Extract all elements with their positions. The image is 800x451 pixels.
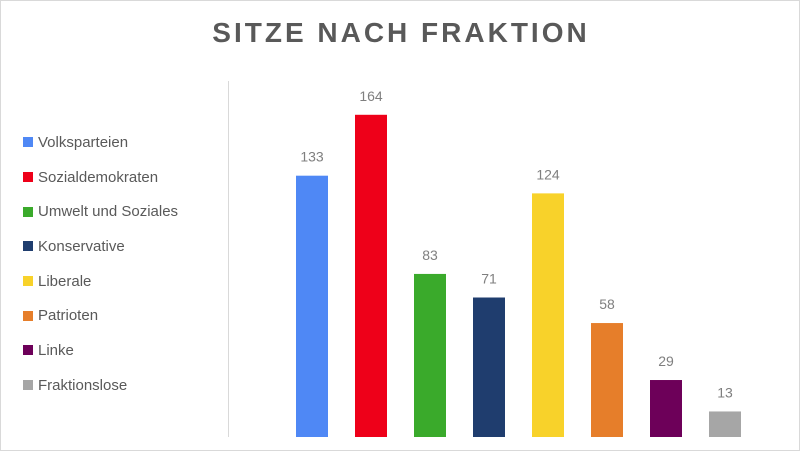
legend-label: Volksparteien — [38, 133, 129, 151]
legend-swatch — [23, 345, 33, 356]
legend-label: Patrioten — [38, 307, 99, 325]
bar-value-label: 133 — [300, 149, 324, 165]
legend-swatch — [23, 276, 33, 287]
bar-value-label: 124 — [536, 166, 560, 182]
legend-label: Konservative — [38, 237, 125, 255]
legend-swatch — [23, 241, 33, 252]
legend-swatch — [23, 206, 33, 217]
bar-value-label: 13 — [717, 384, 733, 400]
bar-value-label: 83 — [422, 247, 438, 263]
legend-label: Sozialdemokraten — [38, 168, 159, 186]
bar-umwelt-und-soziales — [414, 273, 446, 437]
legend-swatch — [23, 380, 33, 391]
legend-label: Umwelt und Soziales — [38, 203, 179, 221]
bar-sozialdemokraten — [355, 114, 387, 437]
legend-label: Fraktionslose — [38, 376, 128, 394]
legend-swatch — [23, 137, 33, 148]
bar-value-label: 29 — [658, 353, 674, 369]
legend-item: Liberale — [23, 264, 223, 299]
legend-swatch — [23, 172, 33, 183]
bars-group — [296, 114, 741, 437]
bar-labels-group: 133 164 83 71 124 58 29 13 — [300, 88, 733, 401]
legend-item: Sozialdemokraten — [23, 160, 223, 195]
legend-item: Patrioten — [23, 298, 223, 333]
bar-liberale — [532, 193, 564, 437]
bar-volksparteien — [296, 175, 328, 437]
legend-item: Fraktionslose — [23, 368, 223, 403]
bar-fraktionslose — [709, 411, 741, 437]
legend-item: Umwelt und Soziales — [23, 194, 223, 229]
legend-item: Linke — [23, 333, 223, 368]
bar-patrioten — [591, 323, 623, 437]
legend-item: Konservative — [23, 229, 223, 264]
bar-value-label: 58 — [599, 296, 615, 312]
legend-item: Volksparteien — [23, 125, 223, 160]
legend-label: Liberale — [38, 272, 92, 290]
legend-label: Linke — [38, 341, 74, 359]
bar-value-label: 71 — [481, 271, 497, 287]
chart-legend: Volksparteien Sozialdemokraten Umwelt un… — [23, 125, 223, 403]
bar-linke — [650, 380, 682, 437]
chart-title: SITZE NACH FRAKTION — [212, 17, 590, 48]
bar-konservative — [473, 297, 505, 437]
bar-value-label: 164 — [359, 88, 383, 104]
legend-swatch — [23, 310, 33, 321]
